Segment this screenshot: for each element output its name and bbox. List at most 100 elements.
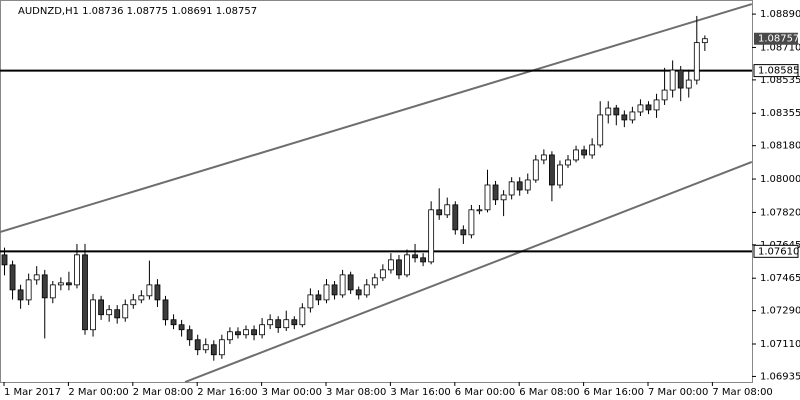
candle-body bbox=[98, 299, 104, 316]
candle-body bbox=[412, 254, 418, 259]
candle-body bbox=[701, 38, 708, 44]
candle-body bbox=[202, 344, 209, 351]
candle-body bbox=[33, 274, 40, 281]
trendline bbox=[0, 3, 753, 234]
candle-body bbox=[396, 259, 402, 276]
candle-body bbox=[589, 144, 596, 156]
y-tick-label: 1.08535 bbox=[760, 75, 800, 86]
candle-body bbox=[74, 254, 80, 286]
candle-body bbox=[339, 274, 346, 296]
price-label: 1.07610 bbox=[758, 246, 799, 257]
candle-body bbox=[57, 282, 64, 286]
candle-body bbox=[645, 104, 652, 111]
candle-body bbox=[693, 42, 700, 81]
y-tick-label: 1.08355 bbox=[760, 108, 800, 119]
x-tick-label: 7 Mar 00:00 bbox=[648, 387, 708, 398]
candle-body bbox=[404, 254, 410, 276]
candle-body bbox=[653, 99, 660, 111]
candle-body bbox=[420, 257, 427, 263]
candle-body bbox=[669, 69, 676, 91]
candle-body bbox=[323, 284, 330, 301]
x-tick-label: 6 Mar 08:00 bbox=[519, 387, 579, 398]
candle-body bbox=[428, 209, 435, 263]
x-tick-label: 6 Mar 00:00 bbox=[455, 387, 515, 398]
candle-body bbox=[355, 289, 362, 296]
current-price-label: 1.08757 bbox=[758, 34, 799, 45]
candle-body bbox=[146, 284, 153, 297]
plot-frame bbox=[0, 0, 753, 383]
chart-title: AUDNZD,H1 1.08736 1.08775 1.08691 1.0875… bbox=[18, 6, 257, 17]
candle-body bbox=[468, 209, 475, 236]
candle-body bbox=[605, 107, 612, 116]
candle-body bbox=[178, 324, 185, 331]
candle-body bbox=[218, 339, 225, 356]
candle-body bbox=[476, 209, 483, 212]
candle-body bbox=[331, 284, 338, 296]
candle-body bbox=[259, 324, 266, 336]
candle-body bbox=[621, 114, 628, 121]
candle-body bbox=[235, 331, 241, 336]
candle-body bbox=[267, 319, 274, 326]
candle-body bbox=[460, 229, 467, 236]
candle-body bbox=[565, 159, 571, 166]
candle-body bbox=[573, 149, 579, 161]
price-label-box bbox=[753, 244, 799, 258]
trendline bbox=[184, 161, 753, 383]
x-tick-label: 3 Mar 16:00 bbox=[390, 387, 450, 398]
candle-body bbox=[540, 154, 547, 161]
y-tick-label: 1.07465 bbox=[760, 273, 800, 284]
candle-body bbox=[9, 264, 16, 291]
y-tick-label: 1.08180 bbox=[760, 141, 800, 152]
candle-body bbox=[613, 107, 620, 116]
candle-body bbox=[194, 339, 201, 351]
candle-body bbox=[283, 319, 290, 329]
price-label: 1.08585 bbox=[758, 66, 799, 77]
candle-body bbox=[484, 184, 491, 211]
candle-body bbox=[275, 319, 282, 329]
candle-body bbox=[379, 269, 386, 279]
candle-body bbox=[516, 181, 523, 191]
candle-body bbox=[387, 259, 394, 271]
x-tick-label: 2 Mar 00:00 bbox=[68, 387, 128, 398]
candle-body bbox=[532, 159, 539, 181]
candle-body bbox=[130, 299, 137, 306]
candle-body bbox=[186, 329, 193, 341]
candle-body bbox=[500, 194, 507, 201]
candle-body bbox=[299, 307, 306, 326]
candle-body bbox=[1, 254, 8, 266]
candle-body bbox=[549, 154, 555, 186]
candle-body bbox=[685, 79, 692, 89]
candle-body bbox=[291, 319, 298, 326]
candle-body bbox=[170, 319, 177, 326]
y-tick-label: 1.08000 bbox=[760, 174, 800, 185]
candle-body bbox=[557, 164, 563, 186]
candle-body bbox=[492, 184, 499, 201]
candle-body bbox=[363, 284, 370, 296]
candle-body bbox=[629, 111, 636, 121]
candle-body bbox=[637, 104, 644, 113]
candle-body bbox=[307, 294, 314, 309]
candle-body bbox=[677, 69, 684, 89]
candle-body bbox=[82, 254, 88, 331]
candle-body bbox=[226, 331, 233, 341]
y-tick-label: 1.08710 bbox=[760, 42, 800, 53]
candle-body bbox=[452, 204, 459, 231]
current-price-box bbox=[754, 32, 798, 45]
candle-body bbox=[49, 284, 56, 299]
candle-body bbox=[122, 304, 129, 319]
price-label-box bbox=[753, 64, 799, 78]
x-tick-label: 3 Mar 00:00 bbox=[262, 387, 322, 398]
candle-body bbox=[524, 179, 531, 191]
candle-body bbox=[597, 114, 604, 146]
candle-body bbox=[436, 209, 443, 216]
candle-body bbox=[251, 329, 257, 336]
candle-body bbox=[508, 181, 515, 196]
y-tick-label: 1.08890 bbox=[760, 9, 800, 20]
y-tick-label: 1.07110 bbox=[760, 339, 800, 350]
y-tick-label: 1.06935 bbox=[760, 371, 800, 382]
x-tick-label: 6 Mar 16:00 bbox=[584, 387, 644, 398]
candle-body bbox=[581, 149, 587, 156]
candle-body bbox=[371, 277, 378, 286]
y-tick-label: 1.07290 bbox=[760, 306, 800, 317]
